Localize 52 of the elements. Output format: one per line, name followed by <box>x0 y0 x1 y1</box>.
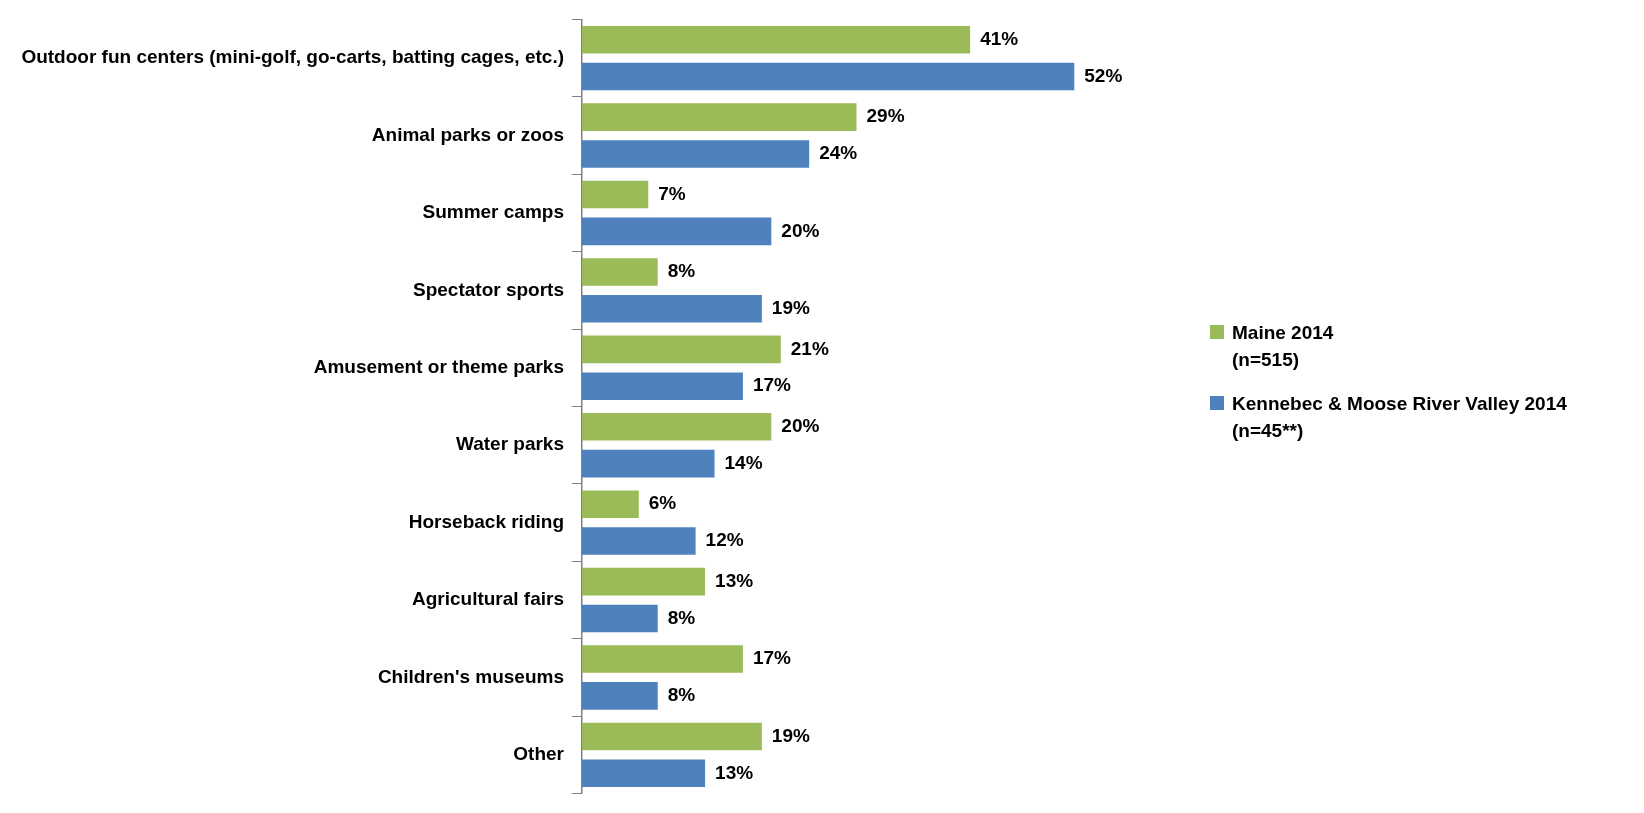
bar <box>582 682 658 710</box>
bar <box>582 103 857 131</box>
bar <box>582 372 743 400</box>
data-label: 8% <box>667 260 696 282</box>
bar <box>582 62 1075 91</box>
data-label: 14% <box>724 451 763 473</box>
data-label: 13% <box>715 761 754 783</box>
bar <box>582 258 658 286</box>
data-label: 24% <box>819 142 858 164</box>
y-tick-label: Children's museums <box>377 665 564 687</box>
bar <box>582 604 658 633</box>
data-label: 21% <box>790 337 829 359</box>
data-label: 41% <box>980 27 1019 49</box>
data-label: 8% <box>667 606 696 628</box>
y-tick-label: Other <box>513 743 565 765</box>
bar <box>582 722 762 751</box>
bar <box>582 490 639 519</box>
bar <box>582 294 762 323</box>
bar <box>582 645 743 673</box>
data-label: 20% <box>781 219 820 241</box>
data-label: 17% <box>752 374 792 396</box>
data-label: 7% <box>658 182 686 204</box>
data-label: 20% <box>781 415 820 437</box>
y-tick-label: Animal parks or zoos <box>371 123 564 145</box>
bar <box>582 449 715 478</box>
y-tick-label: Summer camps <box>422 201 564 223</box>
y-tick-label: Horseback riding <box>408 510 564 532</box>
bar <box>582 217 772 246</box>
y-tick-label: Spectator sports <box>413 278 564 300</box>
bar <box>582 413 772 441</box>
data-label: 19% <box>771 724 810 746</box>
bar <box>582 759 706 788</box>
legend-label: Kennebec & Moose River Valley 2014 (n=45**) <box>1232 392 1567 443</box>
bar <box>582 527 696 555</box>
y-tick-label: Outdoor fun centers (mini-golf, go-carts, batting cages, etc.) <box>21 46 564 68</box>
y-tick-label: Water parks <box>455 433 564 455</box>
bar <box>582 25 971 54</box>
data-label: 52% <box>1084 64 1123 86</box>
data-label: 17% <box>752 647 792 669</box>
legend-label: Maine 2014 (n=515) <box>1232 321 1334 372</box>
y-tick-label: Agricultural fairs <box>411 588 564 610</box>
bar <box>582 567 706 596</box>
data-label: 19% <box>771 296 810 318</box>
data-label: 8% <box>667 684 696 706</box>
data-label: 12% <box>705 529 744 551</box>
data-label: 29% <box>866 105 905 127</box>
y-tick-label: Amusement or theme parks <box>313 356 564 378</box>
data-label: 6% <box>648 492 677 514</box>
data-label: 13% <box>715 569 754 591</box>
bar <box>582 180 649 209</box>
bar <box>582 335 781 364</box>
bar <box>582 140 810 168</box>
